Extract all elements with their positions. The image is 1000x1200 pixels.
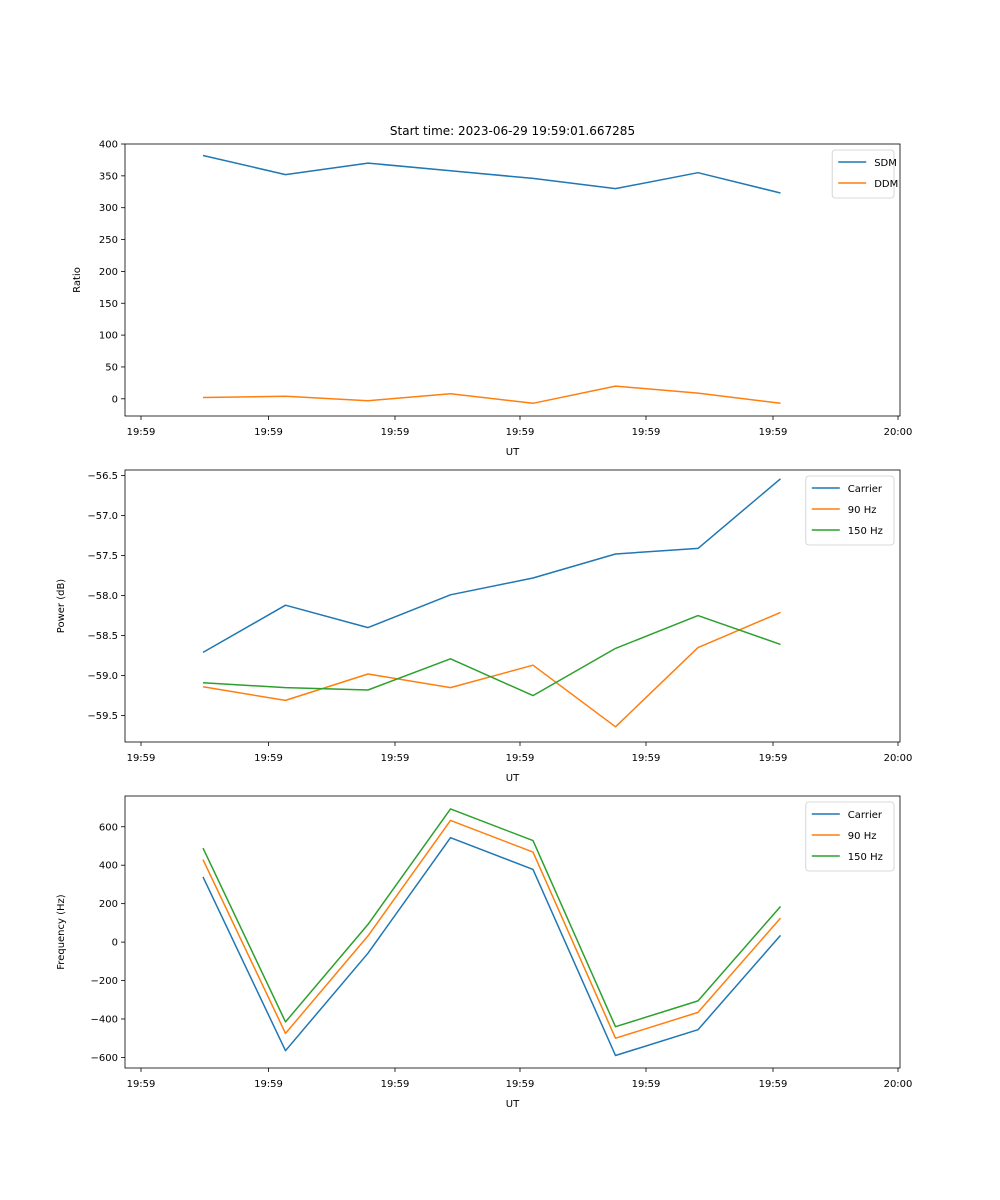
legend-box: [805, 801, 895, 872]
y-axis-label: Ratio: [72, 267, 83, 293]
x-tick-label: 19:59: [381, 753, 410, 764]
x-tick-label: 19:59: [759, 753, 788, 764]
x-tick-label: 19:59: [127, 1079, 156, 1090]
y-axis-label: Power (dB): [56, 579, 67, 634]
y-tick-label: 400: [99, 861, 118, 872]
series-line-sdm: [202, 154, 781, 194]
axes-frame: [124, 143, 901, 417]
chart-panel-1: 0 50 100 150 200 250 300 350 400 19:59 19:59 19:59 1…: [72, 124, 912, 458]
x-tick-label: 19:59: [632, 427, 661, 438]
y-tick-label: 150: [99, 299, 118, 310]
axes-frame: [124, 469, 901, 743]
y-tick-label: 200: [99, 267, 118, 278]
y-tick-label: −58.0: [87, 591, 118, 602]
series-line-carrier: [202, 478, 781, 654]
series-line-150-hz: [202, 808, 782, 1028]
legend-entry: 90 Hz: [848, 831, 877, 842]
x-tick-label: 19:59: [632, 1079, 661, 1090]
x-tick-label: 19:59: [506, 427, 535, 438]
x-tick-label: 19:59: [506, 753, 535, 764]
x-tick-label: 20:00: [884, 427, 913, 438]
y-tick-label: 50: [105, 362, 118, 373]
x-tick-label: 20:00: [884, 1079, 913, 1090]
x-tick-label: 19:59: [506, 1079, 535, 1090]
y-tick-label: −56.5: [87, 471, 118, 482]
x-tick-label: 19:59: [254, 1079, 283, 1090]
x-tick-label: 19:59: [381, 1079, 410, 1090]
y-tick-label: 0: [112, 938, 118, 949]
chart-panel-2: −59.5 −59.0 −58.5 −58.0 −57.5 −57.0 −56.5 19:59…: [56, 469, 913, 784]
y-tick-label: −59.0: [87, 671, 118, 682]
y-tick-label: 100: [99, 331, 118, 342]
series-line-ddm: [202, 385, 781, 405]
legend-box: [805, 475, 895, 546]
series-line-90-hz: [202, 819, 782, 1039]
legend: Carrier 90 Hz 150 Hz: [805, 475, 895, 546]
legend-entry: 150 Hz: [848, 852, 883, 863]
x-axis-label: UT: [506, 1099, 520, 1110]
chart-panel-3: −600 −400 −200 0 200 400 600 19:59 19:59 19:59 19:…: [56, 795, 913, 1110]
legend-entry: SDM: [874, 158, 897, 169]
y-tick-label: 350: [99, 171, 118, 182]
x-tick-label: 19:59: [254, 427, 283, 438]
x-tick-label: 19:59: [127, 427, 156, 438]
y-tick-label: 200: [99, 899, 118, 910]
x-tick-label: 19:59: [759, 427, 788, 438]
legend-entry: 150 Hz: [848, 526, 883, 537]
x-axis-label: UT: [506, 447, 520, 458]
axes-frame: [124, 795, 901, 1069]
y-tick-label: −58.5: [87, 631, 118, 642]
y-tick-label: 600: [99, 822, 118, 833]
y-tick-label: −57.5: [87, 551, 118, 562]
legend-entry: Carrier: [848, 810, 883, 821]
series-line-150-hz: [202, 614, 781, 697]
x-tick-label: 19:59: [381, 427, 410, 438]
legend: Carrier 90 Hz 150 Hz: [805, 801, 895, 872]
legend-entry: 90 Hz: [848, 505, 877, 516]
x-tick-label: 19:59: [127, 753, 156, 764]
x-tick-label: 19:59: [254, 753, 283, 764]
y-tick-label: −57.0: [87, 511, 118, 522]
y-tick-label: 300: [99, 203, 118, 214]
x-tick-label: 19:59: [632, 753, 661, 764]
chart-title: Start time: 2023-06-29 19:59:01.667285: [390, 124, 635, 138]
y-tick-label: −200: [91, 976, 118, 987]
y-tick-label: 0: [112, 394, 118, 405]
y-tick-label: −400: [91, 1014, 118, 1025]
x-axis-label: UT: [506, 773, 520, 784]
y-tick-label: −600: [91, 1053, 118, 1064]
y-tick-label: 400: [99, 140, 118, 151]
legend: SDM DDM: [831, 149, 898, 199]
y-axis-label: Frequency (Hz): [56, 894, 67, 970]
series-line-carrier: [202, 836, 782, 1057]
y-tick-label: 250: [99, 235, 118, 246]
x-tick-label: 20:00: [884, 753, 913, 764]
x-tick-label: 19:59: [759, 1079, 788, 1090]
y-tick-label: −59.5: [87, 711, 118, 722]
legend-entry: DDM: [874, 179, 898, 190]
legend-entry: Carrier: [848, 484, 883, 495]
